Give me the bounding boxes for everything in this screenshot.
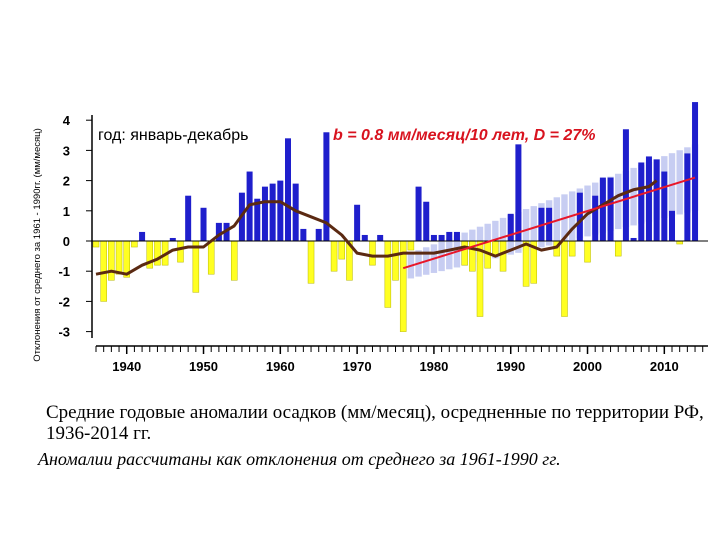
trend-label: b = 0.8 мм/месяц/10 лет, D = 27%	[333, 127, 595, 144]
anomaly-bar	[169, 237, 176, 241]
anomaly-bar	[653, 159, 660, 241]
anomaly-bar	[369, 240, 376, 266]
anomaly-bar	[415, 186, 422, 241]
anomaly-bar	[446, 231, 453, 241]
x-tick-label: 1980	[419, 359, 448, 374]
anomaly-bar	[230, 240, 238, 281]
y-tick-label: 3	[63, 143, 70, 158]
y-ticks: -3 -2 -1 0 1 2 3 4	[58, 113, 92, 340]
anomaly-bar	[592, 195, 599, 241]
anomaly-bar	[330, 240, 338, 272]
anomaly-bar	[192, 240, 200, 293]
anomaly-bar	[407, 240, 415, 251]
moving-average-line	[95, 179, 658, 276]
anomaly-bar	[277, 180, 284, 241]
anomaly-bar	[285, 138, 291, 241]
anomaly-bar	[507, 213, 514, 241]
anomaly-bar	[423, 201, 430, 241]
anomaly-bar	[361, 234, 368, 241]
anomaly-bar	[614, 240, 622, 257]
anomaly-bar	[177, 240, 184, 263]
anomaly-bar	[561, 240, 568, 317]
y-tick-label: -3	[58, 325, 70, 340]
anomaly-bar	[515, 144, 522, 241]
anomaly-bar	[354, 204, 361, 241]
anomaly-bar	[254, 198, 261, 241]
anomaly-bar	[576, 192, 583, 241]
y-tick-label: 4	[63, 113, 71, 128]
x-tick-label: 2000	[573, 359, 602, 374]
anomaly-bar	[622, 129, 629, 241]
anomaly-bars	[92, 102, 699, 332]
chart-title: год: январь-декабрь	[98, 127, 248, 144]
y-tick-label: 2	[63, 174, 70, 189]
anomaly-bar	[139, 231, 146, 241]
anomaly-bar	[261, 186, 268, 241]
trend-line	[402, 176, 696, 270]
anomaly-bar	[522, 240, 530, 287]
anomaly-bar	[315, 228, 322, 241]
anomaly-bar	[108, 240, 115, 281]
x-tick-label: 1960	[266, 359, 295, 374]
y-axis-label: Отклонения от среднего за 1961 - 1990гг.…	[32, 128, 43, 361]
x-tick-label: 1970	[343, 359, 372, 374]
anomaly-bar	[200, 207, 207, 241]
x-tick-label: 1940	[112, 359, 141, 374]
x-tick-label: 2010	[650, 359, 679, 374]
y-tick-label: -1	[58, 264, 70, 279]
anomaly-bar	[185, 195, 192, 241]
anomaly-bar	[607, 177, 614, 241]
anomaly-bar	[207, 240, 215, 275]
anomaly-bar	[684, 153, 691, 241]
x-tick-label: 1990	[496, 359, 525, 374]
anomaly-bar	[669, 210, 675, 241]
anomaly-bar	[307, 240, 315, 284]
anomaly-bar	[499, 240, 507, 272]
anomaly-bar	[338, 240, 346, 260]
anomaly-bar	[131, 240, 138, 248]
anomaly-bar	[115, 240, 123, 275]
anomaly-bar	[630, 237, 637, 241]
anomaly-bar	[269, 183, 276, 241]
anomaly-bar	[568, 240, 576, 257]
anomaly-bar	[377, 234, 384, 241]
anomaly-bar	[438, 234, 445, 241]
x-tick-label: 1950	[189, 359, 218, 374]
anomaly-bar	[215, 222, 222, 241]
anomaly-bar	[392, 240, 399, 281]
anomaly-bar	[323, 132, 330, 241]
anomaly-bar	[692, 102, 699, 241]
anomaly-bar	[599, 177, 606, 241]
caption-main: Средние годовые аномалии осадков (мм/мес…	[46, 402, 704, 444]
anomaly-bar	[638, 162, 645, 241]
anomaly-bar	[453, 231, 460, 241]
anomaly-bar	[645, 156, 652, 241]
anomaly-bar	[300, 228, 307, 241]
anomaly-bar	[461, 240, 468, 266]
anomaly-bar	[661, 171, 668, 241]
anomaly-bar	[92, 240, 100, 248]
anomaly-bar	[546, 207, 553, 241]
y-tick-label: 1	[63, 204, 70, 219]
anomaly-bar	[430, 234, 437, 241]
x-ticks: 1940 1950 1960 1970 1980 1990 2000 2010	[95, 346, 704, 374]
caption-note: Аномалии рассчитаны как отклонения от ср…	[38, 449, 561, 469]
precipitation-anomaly-chart: -3 -2 -1 0 1 2 3 4 1940 1950 1960 1970 1980 1990 2000…	[32, 102, 708, 374]
y-tick-label: -2	[58, 294, 70, 309]
anomaly-bar	[584, 240, 591, 263]
anomaly-bar	[384, 240, 392, 308]
y-tick-label: 0	[63, 234, 70, 249]
